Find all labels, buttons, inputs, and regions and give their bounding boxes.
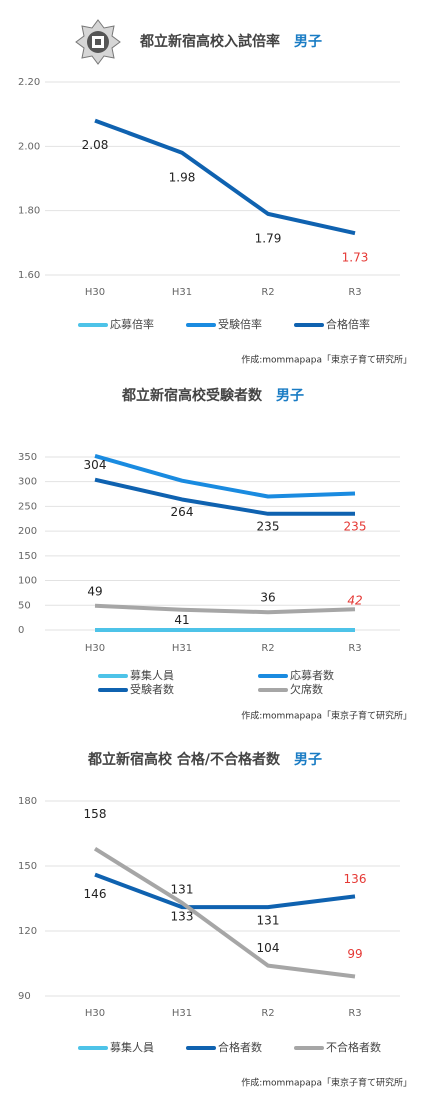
x-tick-label: H30 <box>85 643 105 654</box>
legend-label: 募集人員 <box>130 668 174 682</box>
y-tick-label: 150 <box>18 861 37 872</box>
legend-label: 募集人員 <box>110 1040 154 1054</box>
y-tick-label: 200 <box>18 526 37 537</box>
data-label: 158 <box>84 807 107 821</box>
legend-label: 受験倍率 <box>218 317 262 331</box>
legend-label: 合格倍率 <box>326 317 370 331</box>
y-tick-label: 50 <box>18 600 31 611</box>
data-label: 41 <box>174 613 189 627</box>
credit: 作成:mommapapa「東京子育て研究所」 <box>241 354 412 366</box>
title-note: 男子 <box>294 34 322 50</box>
data-label: 304 <box>84 458 107 472</box>
x-tick-label: R3 <box>348 643 361 654</box>
title-note: 男子 <box>276 388 304 404</box>
y-tick-label: 2.00 <box>18 141 40 152</box>
data-label: 1.79 <box>255 231 282 245</box>
y-tick-label: 1.80 <box>18 206 40 217</box>
data-label: 264 <box>171 505 194 519</box>
y-tick-label: 2.20 <box>18 77 40 88</box>
legend-label: 欠席数 <box>290 682 323 696</box>
x-tick-label: R2 <box>261 1008 274 1019</box>
chart-title: 都立新宿高校受験者数 <box>121 387 263 404</box>
data-label: 136 <box>344 872 367 886</box>
data-label: 1.98 <box>169 170 196 184</box>
series-line <box>94 603 356 615</box>
data-label: 99 <box>347 947 362 961</box>
legend-label: 不合格者数 <box>326 1040 381 1054</box>
chart: 都立新宿高校入試倍率 男子 1.60 1.80 2.00 2.20 H30 H31 R2 R3 応募… <box>18 33 412 366</box>
legend-label: 応募者数 <box>290 668 334 682</box>
logo <box>75 19 121 65</box>
data-label: 49 <box>87 584 102 598</box>
chart: 都立新宿高校 合格/不合格者数 男子 90 120 150 180 H30 H31 R2 R3 募集… <box>18 751 412 1089</box>
x-tick-label: H31 <box>172 1008 192 1019</box>
y-tick-label: 250 <box>18 501 37 512</box>
x-tick-label: H30 <box>85 1008 105 1019</box>
legend-label: 合格者数 <box>218 1040 262 1054</box>
credit: 作成:mommapapa「東京子育て研究所」 <box>241 710 412 722</box>
data-label: 133 <box>171 909 194 923</box>
chart-title: 都立新宿高校 合格/不合格者数 <box>87 751 281 768</box>
x-tick-label: R3 <box>348 1008 361 1019</box>
x-tick-label: H31 <box>172 287 192 298</box>
series-line <box>94 454 356 499</box>
y-tick-label: 300 <box>18 477 37 488</box>
data-label: 36 <box>260 591 275 605</box>
x-tick-label: R2 <box>261 287 274 298</box>
data-label: 235 <box>344 519 367 533</box>
data-label: 131 <box>257 914 280 928</box>
y-tick-label: 350 <box>18 452 37 463</box>
data-label: 235 <box>257 519 280 533</box>
x-tick-label: R3 <box>348 287 361 298</box>
series-line <box>93 846 356 979</box>
credit: 作成:mommapapa「東京子育て研究所」 <box>241 1077 412 1089</box>
title-note: 男子 <box>294 752 322 768</box>
chart-title: 都立新宿高校入試倍率 <box>139 33 280 50</box>
x-tick-label: R2 <box>261 643 274 654</box>
data-label: 131 <box>171 883 194 897</box>
y-tick-label: 180 <box>18 796 37 807</box>
legend-label: 応募倍率 <box>110 317 154 331</box>
series-line <box>94 477 355 516</box>
data-label: 104 <box>257 941 280 955</box>
legend-label: 受験者数 <box>130 682 174 696</box>
data-label: 2.08 <box>82 138 109 152</box>
y-tick-label: 150 <box>18 551 37 562</box>
series-line <box>94 118 356 236</box>
x-tick-label: H31 <box>172 643 192 654</box>
y-tick-label: 90 <box>18 991 31 1002</box>
series-line <box>94 872 356 910</box>
y-tick-label: 0 <box>18 625 24 636</box>
y-tick-label: 120 <box>18 926 37 937</box>
x-tick-label: H30 <box>85 287 105 298</box>
y-tick-label: 100 <box>18 576 37 587</box>
data-label: 42 <box>347 594 362 608</box>
y-tick-label: 1.60 <box>18 270 40 281</box>
data-label: 1.73 <box>342 251 369 265</box>
chart: 都立新宿高校受験者数 男子 0 50 100 150 200 250 300 350 H30 H31 R… <box>18 387 412 722</box>
data-label: 146 <box>84 887 107 901</box>
